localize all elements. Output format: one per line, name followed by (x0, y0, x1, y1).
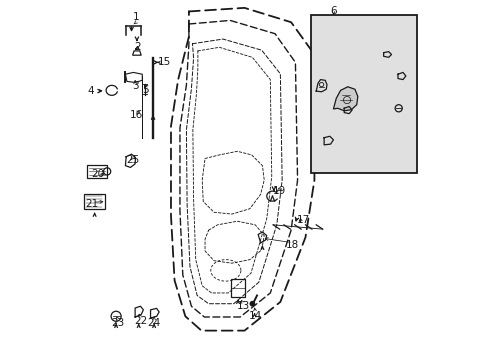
Circle shape (249, 301, 255, 307)
Text: 21: 21 (85, 199, 99, 210)
Text: 20: 20 (91, 168, 104, 179)
Bar (83, 194, 105, 210)
Text: 2: 2 (134, 42, 141, 52)
Bar (310, 15, 416, 173)
Text: 8: 8 (395, 106, 401, 116)
Text: 11: 11 (384, 45, 397, 55)
Text: 23: 23 (111, 318, 124, 328)
Bar (230, 279, 244, 297)
Text: 7: 7 (398, 75, 405, 85)
Text: 17: 17 (296, 215, 310, 225)
Text: 15: 15 (158, 57, 171, 67)
Text: 4: 4 (87, 86, 94, 96)
Text: 5: 5 (142, 85, 149, 95)
Bar (87, 165, 107, 178)
Polygon shape (333, 87, 357, 111)
Text: 9: 9 (325, 140, 331, 150)
Text: 24: 24 (147, 318, 161, 328)
Text: 3: 3 (132, 81, 138, 91)
Text: 16: 16 (129, 111, 142, 121)
Text: 10: 10 (315, 81, 328, 91)
Text: 13: 13 (237, 301, 250, 311)
Text: 1: 1 (133, 12, 139, 22)
Text: 18: 18 (285, 240, 299, 250)
Text: 14: 14 (248, 311, 262, 320)
Text: 19: 19 (272, 186, 285, 197)
Text: 12: 12 (344, 105, 357, 115)
Text: 25: 25 (126, 155, 139, 165)
Text: 22: 22 (134, 316, 147, 325)
Text: 6: 6 (329, 6, 336, 16)
